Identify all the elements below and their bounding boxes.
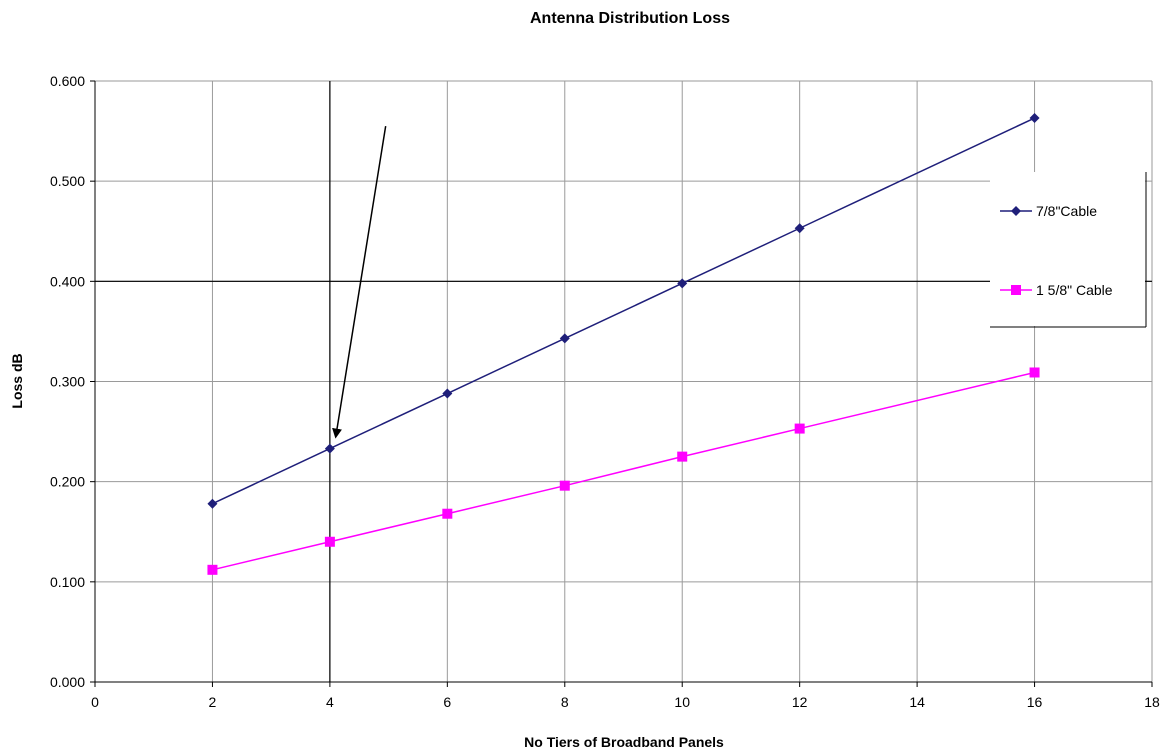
- x-tick-label: 12: [792, 694, 808, 710]
- x-tick-label: 0: [91, 694, 99, 710]
- x-tick-label: 6: [443, 694, 451, 710]
- data-point: [207, 564, 218, 575]
- legend-label: 7/8"Cable: [1036, 203, 1097, 219]
- x-tick-label: 18: [1144, 694, 1160, 710]
- series-layer: [207, 113, 1040, 575]
- y-tick-label: 0.300: [50, 374, 85, 390]
- data-point: [324, 536, 335, 547]
- x-tick-label: 4: [326, 694, 334, 710]
- data-point: [559, 480, 570, 491]
- chart-title: Antenna Distribution Loss: [530, 10, 730, 27]
- data-point: [677, 451, 688, 462]
- series-line: [212, 371, 1035, 571]
- y-tick-label: 0.000: [50, 674, 85, 690]
- x-axis-label: No Tiers of Broadband Panels: [524, 734, 724, 750]
- annotations: [95, 81, 1152, 682]
- data-point: [559, 333, 570, 344]
- grid: [95, 80, 1153, 682]
- y-tick-label: 0.500: [50, 173, 85, 189]
- data-point: [1011, 206, 1021, 216]
- x-tick-label: 10: [674, 694, 690, 710]
- data-point: [1029, 367, 1040, 378]
- data-point: [324, 443, 335, 454]
- x-tick-label: 14: [909, 694, 925, 710]
- series-1: [207, 113, 1040, 509]
- y-tick-label: 0.600: [50, 73, 85, 89]
- data-point: [1029, 113, 1040, 124]
- data-point: [442, 508, 453, 519]
- data-point: [207, 498, 218, 509]
- y-tick-label: 0.100: [50, 574, 85, 590]
- data-point: [794, 223, 805, 234]
- data-point: [677, 278, 688, 289]
- series-line: [212, 117, 1035, 505]
- data-point: [794, 423, 805, 434]
- legend-background: [990, 172, 1145, 326]
- series-2: [207, 367, 1040, 575]
- legend-label: 1 5/8" Cable: [1036, 282, 1113, 298]
- y-axis-label: Loss dB: [9, 353, 25, 408]
- data-point: [1011, 285, 1021, 295]
- x-tick-label: 2: [209, 694, 217, 710]
- data-point: [442, 388, 453, 399]
- y-tick-label: 0.200: [50, 474, 85, 490]
- x-tick-label: 16: [1027, 694, 1043, 710]
- x-tick-label: 8: [561, 694, 569, 710]
- legend: 7/8"Cable 1 5/8" Cable: [990, 172, 1147, 328]
- y-tick-label: 0.400: [50, 273, 85, 289]
- axes: 0 2 4 6 8 10 12 14 16 18 0.000 0.100 0.200 0.300 0.400…: [50, 73, 1160, 710]
